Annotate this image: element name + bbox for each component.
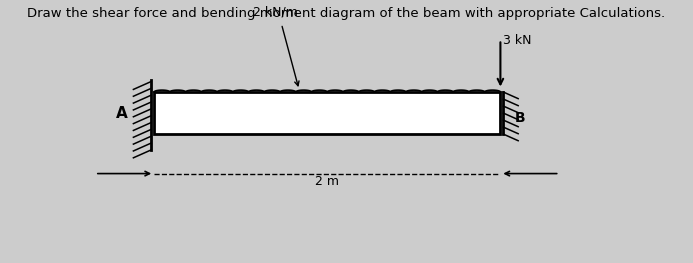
Text: 3 kN: 3 kN bbox=[503, 34, 532, 47]
Bar bbox=[154, 92, 500, 134]
Text: A: A bbox=[116, 105, 128, 121]
Text: 2 kN/m: 2 kN/m bbox=[253, 6, 298, 18]
Text: Draw the shear force and bending moment diagram of the beam with appropriate Cal: Draw the shear force and bending moment … bbox=[28, 7, 665, 19]
Text: 2 m: 2 m bbox=[315, 175, 340, 188]
Text: B: B bbox=[515, 111, 526, 125]
